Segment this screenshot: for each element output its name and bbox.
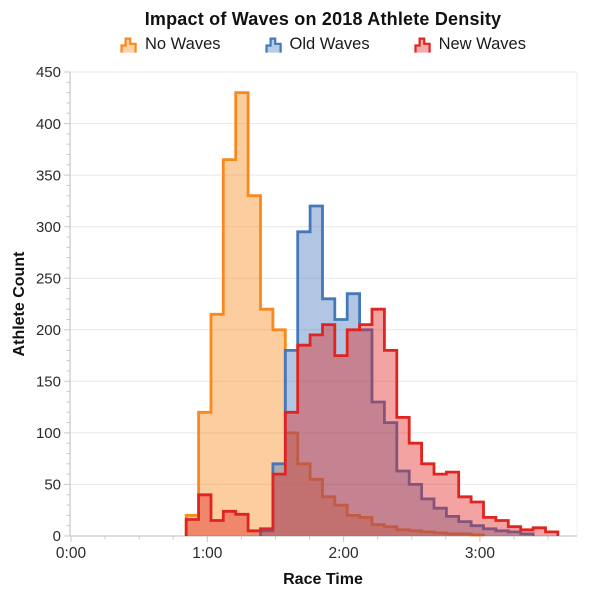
y-tick-label: 200 — [36, 322, 61, 339]
histogram-new-waves-icon — [413, 37, 431, 53]
x-tick-label: 1:00 — [192, 545, 223, 562]
y-tick-label: 350 — [36, 167, 61, 184]
legend-label: No Waves — [145, 35, 221, 53]
legend-item-old-waves: Old Waves — [264, 35, 370, 54]
legend-label: Old Waves — [289, 35, 370, 53]
y-tick-label: 300 — [36, 219, 61, 236]
series-new-waves — [184, 307, 560, 536]
y-tick-label: 250 — [36, 270, 61, 287]
legend: No Waves Old Waves New Waves — [46, 35, 600, 54]
y-tick-label: 400 — [36, 116, 61, 133]
x-tick-label: 2:00 — [329, 545, 360, 562]
x-tick-label: 0:00 — [56, 545, 87, 562]
chart-title: Impact of Waves on 2018 Athlete Density — [144, 9, 502, 29]
y-tick-label: 450 — [36, 64, 61, 81]
y-tick-label: 0 — [53, 528, 61, 545]
histogram-no-waves-icon — [120, 37, 137, 53]
y-tick-label: 100 — [36, 425, 61, 442]
y-tick-label: 50 — [44, 477, 61, 494]
legend-item-no-waves: No Waves — [120, 35, 221, 54]
legend-item-new-waves: New Waves — [413, 35, 526, 54]
x-axis-label: Race Time — [283, 571, 363, 588]
legend-label: New Waves — [438, 35, 526, 53]
series-no-waves — [184, 91, 485, 537]
y-tick-label: 150 — [36, 374, 61, 391]
x-tick-label: 3:00 — [465, 545, 496, 562]
series-old-waves — [259, 204, 535, 536]
histogram-old-waves-icon — [264, 37, 282, 53]
